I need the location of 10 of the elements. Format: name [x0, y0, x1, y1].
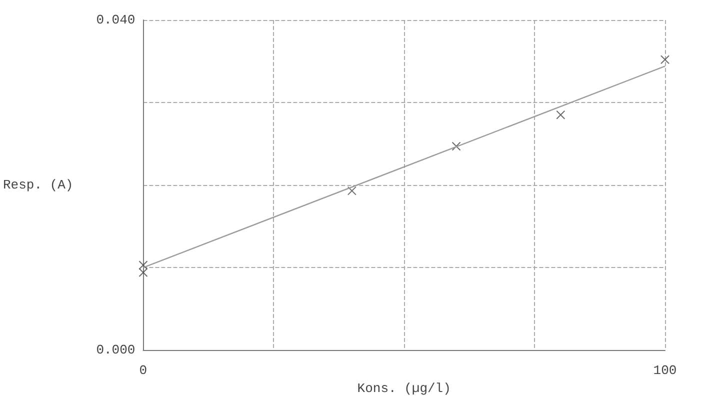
- x-tick-label: 0: [139, 363, 148, 378]
- x-tick-label: 100: [653, 363, 677, 378]
- y-axis-title: Resp. (A): [2, 178, 74, 193]
- point: [452, 142, 461, 151]
- point: [347, 186, 356, 196]
- x-axis-title: Kons. (µg/l): [357, 381, 451, 396]
- y-tick-label: 0.040: [96, 12, 136, 28]
- point: [660, 55, 670, 64]
- point: [556, 110, 566, 120]
- y-tick-label: 0.000: [96, 342, 136, 358]
